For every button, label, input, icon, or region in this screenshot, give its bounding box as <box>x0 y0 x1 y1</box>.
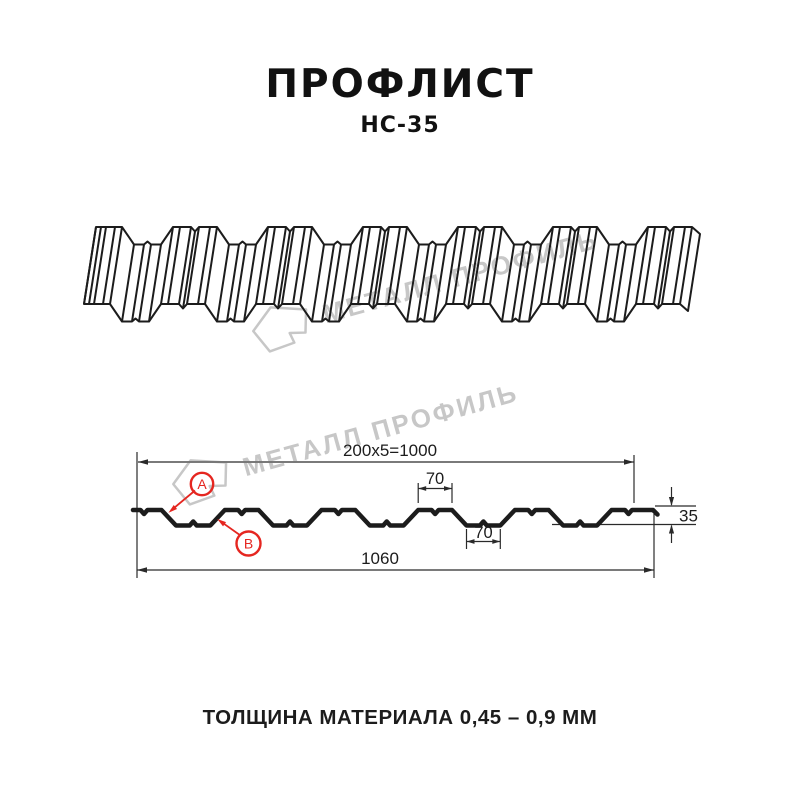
callout-a-label: А <box>197 476 207 492</box>
material-thickness-note: ТОЛЩИНА МАТЕРИАЛА 0,45 – 0,9 ММ <box>202 706 598 729</box>
cross-section <box>130 507 660 528</box>
page-title: ПРОФЛИСТ <box>265 62 535 107</box>
dim-height-label: 35 <box>679 507 698 526</box>
dim-crest-width-label: 70 <box>426 470 444 488</box>
profile-code: НС-35 <box>360 113 440 138</box>
dim-total-width-label: 1060 <box>361 549 399 568</box>
callout-b-label: В <box>244 536 253 552</box>
dim-pitch-label: 200x5=1000 <box>343 441 437 460</box>
profile-3d-view <box>83 226 701 323</box>
dim-valley-width-label: 70 <box>474 524 492 542</box>
